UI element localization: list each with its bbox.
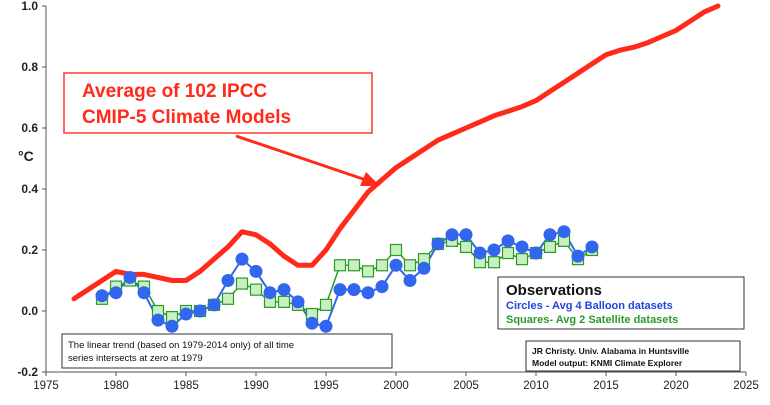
balloon-point — [305, 316, 319, 330]
balloon-point — [529, 246, 543, 260]
series-line-models — [71, 3, 721, 302]
x-tick-label: 2000 — [383, 380, 409, 392]
balloon-point — [459, 228, 473, 242]
legend-entry-circles: Circles - Avg 4 Balloon datasets — [506, 300, 673, 312]
legend-title: Observations — [506, 282, 602, 299]
y-tick-label: 0.4 — [21, 182, 38, 196]
balloon-point — [221, 274, 235, 287]
balloon-point — [585, 240, 599, 254]
y-tick-label: 0.8 — [21, 60, 38, 74]
models-callout-arrowhead — [360, 172, 380, 186]
balloon-point — [249, 264, 263, 278]
legend-box — [497, 276, 745, 330]
x-tick-label: 1980 — [103, 380, 129, 392]
balloon-point — [109, 286, 123, 300]
satellite-point — [459, 240, 473, 254]
satellite-point — [543, 240, 557, 254]
x-tick-label: 1990 — [243, 380, 269, 392]
x-tick-label: 2005 — [453, 380, 479, 392]
balloon-point — [431, 237, 445, 251]
balloon-point — [319, 319, 333, 333]
y-tick-label: 1.0 — [21, 0, 38, 13]
balloon-point — [123, 270, 137, 284]
satellite-point — [389, 243, 403, 257]
balloon-point — [571, 249, 585, 263]
balloon-point — [165, 319, 179, 333]
balloon-point — [389, 258, 403, 272]
satellite-point — [235, 277, 249, 290]
models-label-line1: Average of 102 IPCC — [82, 81, 267, 102]
balloon-point — [291, 295, 305, 309]
credit-line1: JR Christy. Univ. Alabama in Huntsville — [532, 346, 689, 356]
balloon-point — [473, 246, 487, 260]
x-tick-label: 1985 — [173, 380, 199, 392]
balloon-point — [333, 283, 347, 297]
satellite-point — [501, 246, 515, 260]
satellite-point — [249, 283, 263, 296]
satellite-point — [515, 253, 529, 266]
balloon-point — [277, 283, 291, 297]
satellite-point — [333, 259, 347, 272]
y-axis-label: °C — [18, 148, 34, 164]
balloon-point — [487, 243, 501, 257]
balloon-point — [151, 313, 165, 327]
series-layer — [71, 3, 721, 333]
satellite-point — [361, 265, 375, 278]
trend-note-line2: series intersects at zero at 1979 — [68, 353, 203, 364]
x-tick-label: 2025 — [733, 380, 759, 392]
balloon-point — [403, 274, 417, 287]
balloon-point — [543, 228, 557, 242]
balloon-point — [445, 228, 459, 242]
credit-line2: Model output: KNMI Climate Explorer — [532, 358, 683, 368]
balloon-point — [557, 225, 571, 239]
balloon-point — [263, 286, 277, 300]
trend-note-box — [61, 333, 393, 369]
y-tick-label: -0.2 — [17, 365, 38, 379]
balloon-point — [207, 298, 221, 312]
x-tick-label: 2020 — [663, 380, 689, 392]
x-tick-label: 2015 — [593, 380, 619, 392]
models-callout-arrow — [235, 134, 367, 182]
balloon-point — [137, 286, 151, 300]
satellite-point — [277, 295, 291, 308]
balloon-point — [417, 261, 431, 275]
models-label-box — [63, 72, 373, 134]
satellite-point — [375, 259, 389, 272]
balloon-point — [95, 289, 109, 303]
axes: -0.2 0.0 0.2 0.4 0.6 0.8 1.0 1975 1980 1985 1990 19… — [17, 0, 758, 392]
balloon-point — [193, 304, 207, 318]
satellite-point — [221, 292, 235, 305]
satellite-point — [319, 298, 333, 311]
y-tick-label: 0.0 — [21, 304, 38, 318]
balloon-point — [235, 252, 249, 266]
balloon-point — [501, 234, 515, 248]
y-tick-label: 0.6 — [21, 121, 38, 135]
credit-box — [525, 340, 741, 372]
legend-entry-squares: Squares- Avg 2 Satellite datasets — [506, 314, 678, 326]
x-tick-label: 1975 — [33, 380, 59, 392]
satellite-point — [487, 256, 501, 269]
trend-note-line1: The linear trend (based on 1979-2014 onl… — [68, 340, 294, 351]
balloon-point — [375, 280, 389, 294]
balloon-point — [347, 283, 361, 297]
x-tick-label: 2010 — [523, 380, 549, 392]
balloon-point — [179, 307, 193, 321]
x-tick-label: 1995 — [313, 380, 339, 392]
y-tick-label: 0.2 — [21, 243, 38, 257]
balloon-point — [515, 240, 529, 254]
models-label-line2: CMIP-5 Climate Models — [82, 107, 291, 128]
balloon-point — [361, 286, 375, 300]
satellite-point — [403, 259, 417, 272]
satellite-point — [347, 259, 361, 272]
